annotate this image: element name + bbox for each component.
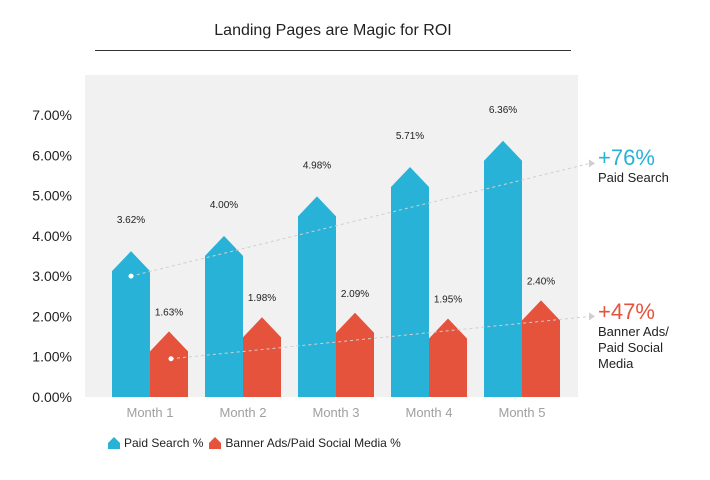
data-label-paid-search: 3.62%: [117, 215, 145, 226]
callout-banner-label: Banner Ads/ Paid Social Media: [598, 324, 669, 371]
callout-banner: +47% Banner Ads/ Paid Social Media: [598, 300, 688, 372]
data-label-paid-search: 5.71%: [396, 131, 424, 142]
data-label-banner: 1.95%: [434, 294, 462, 305]
x-tick-label: Month 1: [127, 405, 174, 420]
y-tick-label: 7.00%: [32, 107, 72, 123]
x-tick-label: Month 4: [406, 405, 453, 420]
data-label-paid-search: 6.36%: [489, 105, 517, 116]
bar-banner: [522, 300, 560, 397]
y-tick-label: 4.00%: [32, 228, 72, 244]
legend-label-banner: Banner Ads/Paid Social Media %: [225, 436, 401, 450]
legend-item-banner: Banner Ads/Paid Social Media %: [209, 436, 401, 450]
callout-paid-search: +76% Paid Search: [598, 146, 698, 186]
y-tick-label: 1.00%: [32, 349, 72, 365]
data-label-banner: 1.63%: [155, 307, 183, 318]
data-label-paid-search: 4.98%: [303, 160, 331, 171]
legend-swatch-banner: [209, 437, 222, 449]
x-tick-label: Month 2: [220, 405, 267, 420]
bar-banner: [243, 317, 281, 397]
data-label-banner: 2.40%: [527, 276, 555, 287]
x-tick-label: Month 3: [313, 405, 360, 420]
y-tick-label: 5.00%: [32, 188, 72, 204]
legend-item-paid-search: Paid Search %: [108, 436, 203, 450]
trend-line-banner-arrowhead: [589, 312, 595, 321]
bar-paid-search: [298, 196, 336, 397]
trend-line-paid-search-start-dot: [128, 273, 134, 279]
data-label-paid-search: 4.00%: [210, 200, 238, 211]
title-divider: [95, 50, 571, 51]
bar-banner: [429, 318, 467, 397]
bar-paid-search: [205, 235, 243, 397]
data-label-banner: 2.09%: [341, 289, 369, 300]
trend-line-paid-search: [130, 162, 591, 277]
y-tick-label: 6.00%: [32, 147, 72, 163]
bar-banner: [150, 331, 188, 397]
legend-swatch-paid-search: [108, 437, 120, 449]
y-tick-label: 3.00%: [32, 268, 72, 284]
bar-paid-search: [484, 140, 522, 398]
legend-label-paid-search: Paid Search %: [124, 436, 204, 450]
callout-banner-percent: +47%: [598, 299, 655, 324]
trend-line-banner: [170, 315, 591, 360]
bar-paid-search: [391, 166, 429, 397]
callout-paid-search-percent: +76%: [598, 145, 655, 170]
data-label-banner: 1.98%: [248, 293, 276, 304]
legend: Paid Search % Banner Ads/Paid Social Med…: [108, 436, 407, 450]
callout-paid-search-label: Paid Search: [598, 170, 669, 185]
chart-title: Landing Pages are Magic for ROI: [214, 22, 452, 39]
trend-line-paid-search-arrowhead: [589, 159, 595, 168]
bar-banner: [336, 312, 374, 397]
y-tick-label: 2.00%: [32, 308, 72, 324]
bar-paid-search: [112, 251, 150, 397]
y-tick-label: 0.00%: [32, 389, 72, 405]
trend-line-banner-start-dot: [168, 356, 174, 362]
x-tick-label: Month 5: [499, 405, 546, 420]
